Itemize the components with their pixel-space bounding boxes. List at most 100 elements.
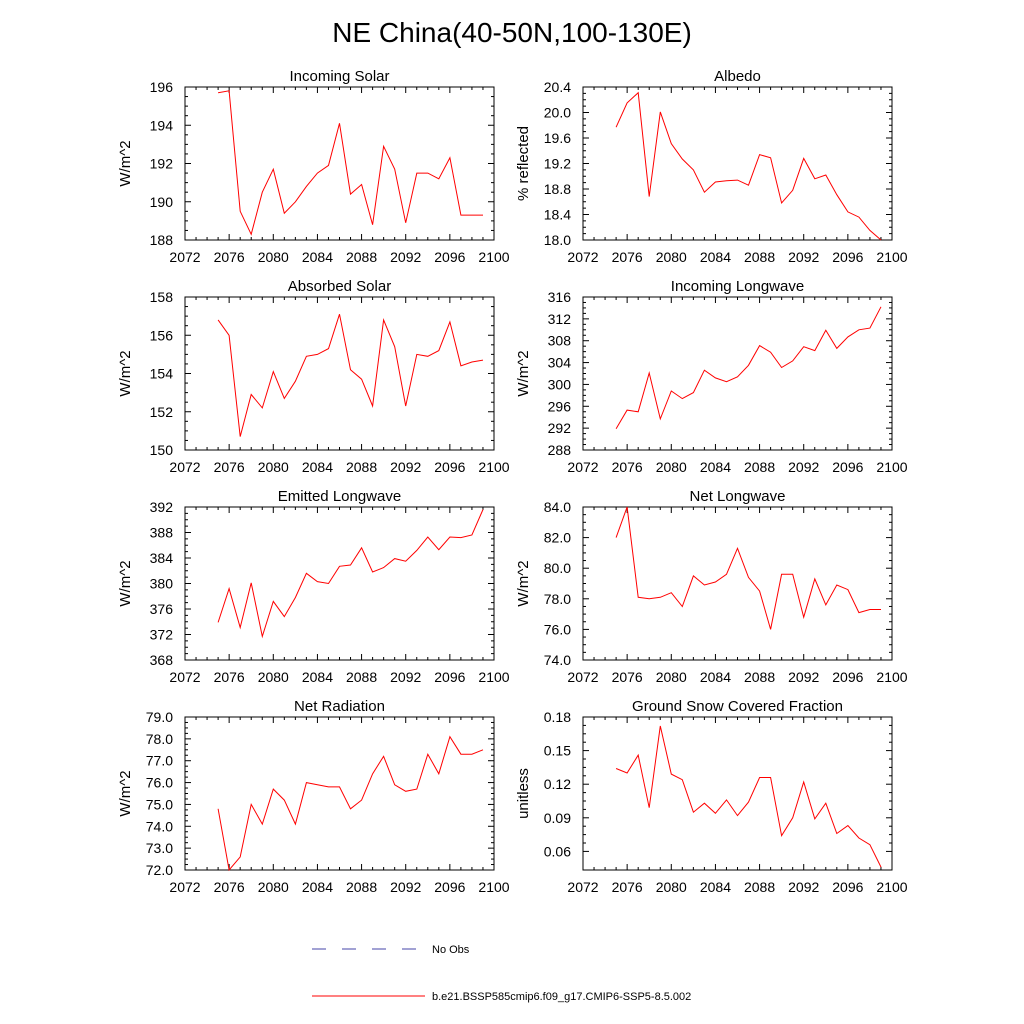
y-tick-label: 0.12 <box>544 776 571 792</box>
y-tick-label: 308 <box>548 333 572 349</box>
x-tick-label: 2092 <box>788 249 819 265</box>
x-tick-label: 2080 <box>258 879 289 895</box>
x-tick-label: 2080 <box>656 669 687 685</box>
panels: Incoming Solar W/m^2 2072 2076 2080 2084 2088 2… <box>117 68 908 895</box>
x-tick-label: 2084 <box>302 879 333 895</box>
legend-label-model-run: b.e21.BSSP585cmip6.f09_g17.CMIP6-SSP5-8.… <box>432 991 691 1003</box>
x-tick-label: 2100 <box>478 669 509 685</box>
x-tick-label: 2088 <box>744 249 775 265</box>
x-tick-label: 2084 <box>302 669 333 685</box>
y-tick-label: 18.4 <box>544 207 571 223</box>
y-tick-label: 73.0 <box>146 840 173 856</box>
panel-title: Emitted Longwave <box>278 488 401 505</box>
x-tick-label: 2072 <box>169 249 200 265</box>
x-tick-label: 2076 <box>214 459 245 475</box>
y-tick-label: 0.18 <box>544 709 571 725</box>
y-tick-label: 192 <box>150 156 174 172</box>
y-tick-label: 388 <box>150 525 174 541</box>
x-tick-label: 2076 <box>612 669 643 685</box>
y-tick-label: 372 <box>150 627 174 643</box>
x-tick-label: 2092 <box>390 669 421 685</box>
y-tick-label: 154 <box>150 366 174 382</box>
x-tick-label: 2096 <box>434 669 465 685</box>
y-axis-label: W/m^2 <box>117 140 134 186</box>
series-line <box>615 725 882 868</box>
y-tick-label: 190 <box>150 194 174 210</box>
x-tick-label: 2080 <box>656 459 687 475</box>
y-tick-label: 20.0 <box>544 105 571 121</box>
y-tick-label: 152 <box>150 404 174 420</box>
x-tick-label: 2076 <box>214 879 245 895</box>
x-tick-label: 2088 <box>346 459 377 475</box>
legend: No Obs b.e21.BSSP585cmip6.f09_g17.CMIP6-… <box>312 944 691 1003</box>
x-tick-label: 2100 <box>876 459 907 475</box>
x-tick-label: 2088 <box>744 879 775 895</box>
x-tick-label: 2096 <box>434 879 465 895</box>
y-axis-label: unitless <box>515 768 532 819</box>
panel-net-longwave: Net Longwave W/m^2 2072 2076 2080 2084 2088 209… <box>515 488 908 685</box>
y-tick-label: 156 <box>150 327 174 343</box>
x-tick-label: 2076 <box>214 669 245 685</box>
x-tick-label: 2084 <box>700 249 731 265</box>
y-axis-label: W/m^2 <box>515 350 532 396</box>
x-tick-label: 2080 <box>258 669 289 685</box>
series-line <box>217 314 484 437</box>
series-line <box>218 90 483 236</box>
y-tick-label: 0.15 <box>544 743 571 759</box>
plot-frame <box>184 716 495 871</box>
x-tick-label: 2080 <box>258 459 289 475</box>
x-tick-label: 2072 <box>169 879 200 895</box>
panel-absorbed-solar: Absorbed Solar W/m^2 2072 2076 2080 2084 2088 2… <box>117 278 510 475</box>
panel-title: Absorbed Solar <box>288 278 391 295</box>
plot-frame <box>582 86 893 241</box>
y-tick-label: 19.6 <box>544 130 571 146</box>
plot-frame <box>184 506 495 661</box>
x-tick-label: 2072 <box>567 669 598 685</box>
panel-ground-snow-covered-fraction: Ground Snow Covered Fraction unitless 2072… <box>515 698 908 895</box>
plot-frame <box>582 716 893 871</box>
y-tick-label: 296 <box>548 398 572 414</box>
x-tick-label: 2084 <box>302 459 333 475</box>
x-tick-label: 2080 <box>656 879 687 895</box>
series-line <box>615 506 881 630</box>
y-tick-label: 380 <box>150 576 174 592</box>
y-tick-label: 20.4 <box>544 79 571 95</box>
y-tick-label: 80.0 <box>544 560 571 576</box>
y-tick-label: 368 <box>150 652 174 668</box>
x-tick-label: 2096 <box>832 879 863 895</box>
y-tick-label: 78.0 <box>146 731 173 747</box>
y-tick-label: 392 <box>150 499 174 515</box>
panel-net-radiation: Net Radiation W/m^2 2072 2076 2080 2084 2088 20… <box>117 698 510 895</box>
y-tick-label: 77.0 <box>146 753 173 769</box>
x-tick-label: 2088 <box>346 879 377 895</box>
y-tick-label: 150 <box>150 442 174 458</box>
y-tick-label: 304 <box>548 355 572 371</box>
legend-item-model-run: b.e21.BSSP585cmip6.f09_g17.CMIP6-SSP5-8.… <box>312 991 691 1003</box>
panel-incoming-solar: Incoming Solar W/m^2 2072 2076 2080 2084 2088 2… <box>117 68 510 265</box>
x-tick-label: 2100 <box>478 879 509 895</box>
y-tick-label: 82.0 <box>544 530 571 546</box>
y-tick-label: 196 <box>150 79 174 95</box>
x-tick-label: 2092 <box>390 879 421 895</box>
y-tick-label: 75.0 <box>146 796 173 812</box>
figure-title: NE China(40-50N,100-130E) <box>332 17 692 48</box>
y-tick-label: 188 <box>150 232 174 248</box>
x-tick-label: 2080 <box>656 249 687 265</box>
panel-title: Net Longwave <box>690 488 786 505</box>
x-tick-label: 2100 <box>876 249 907 265</box>
legend-label-no-obs: No Obs <box>432 944 470 956</box>
y-tick-label: 194 <box>150 117 174 133</box>
panel-title: Incoming Longwave <box>671 278 804 295</box>
y-tick-label: 312 <box>548 311 572 327</box>
panel-albedo: Albedo % reflected 2072 2076 2080 2084 2088 209… <box>515 68 908 265</box>
x-tick-label: 2092 <box>788 669 819 685</box>
plot-frame <box>582 296 893 451</box>
y-tick-label: 0.09 <box>544 810 571 826</box>
x-tick-label: 2092 <box>390 459 421 475</box>
series-line <box>615 306 882 429</box>
series-line <box>217 735 484 872</box>
y-axis-label: W/m^2 <box>117 350 134 396</box>
y-tick-label: 84.0 <box>544 499 571 515</box>
y-tick-label: 76.0 <box>146 775 173 791</box>
x-tick-label: 2088 <box>744 669 775 685</box>
